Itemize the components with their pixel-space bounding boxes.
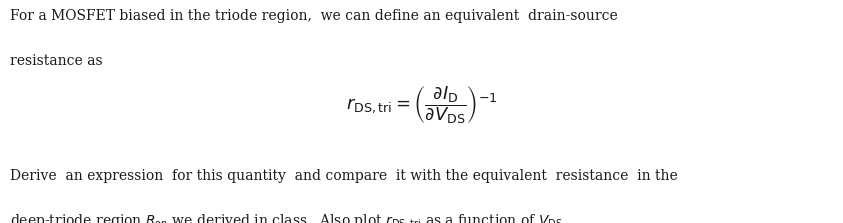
Text: deep-triode region $R_{\rm on}$ we derived in class.  Also plot $r_{\rm DS,tri}$: deep-triode region $R_{\rm on}$ we deriv… (10, 212, 566, 223)
Text: resistance as: resistance as (10, 54, 103, 68)
Text: For a MOSFET biased in the triode region,  we can define an equivalent  drain-so: For a MOSFET biased in the triode region… (10, 9, 618, 23)
Text: $r_{\rm DS,tri} = \left(\dfrac{\partial I_{\rm D}}{\partial V_{\rm DS}}\right)^{: $r_{\rm DS,tri} = \left(\dfrac{\partial … (346, 85, 497, 126)
Text: Derive  an expression  for this quantity  and compare  it with the equivalent  r: Derive an expression for this quantity a… (10, 169, 678, 184)
